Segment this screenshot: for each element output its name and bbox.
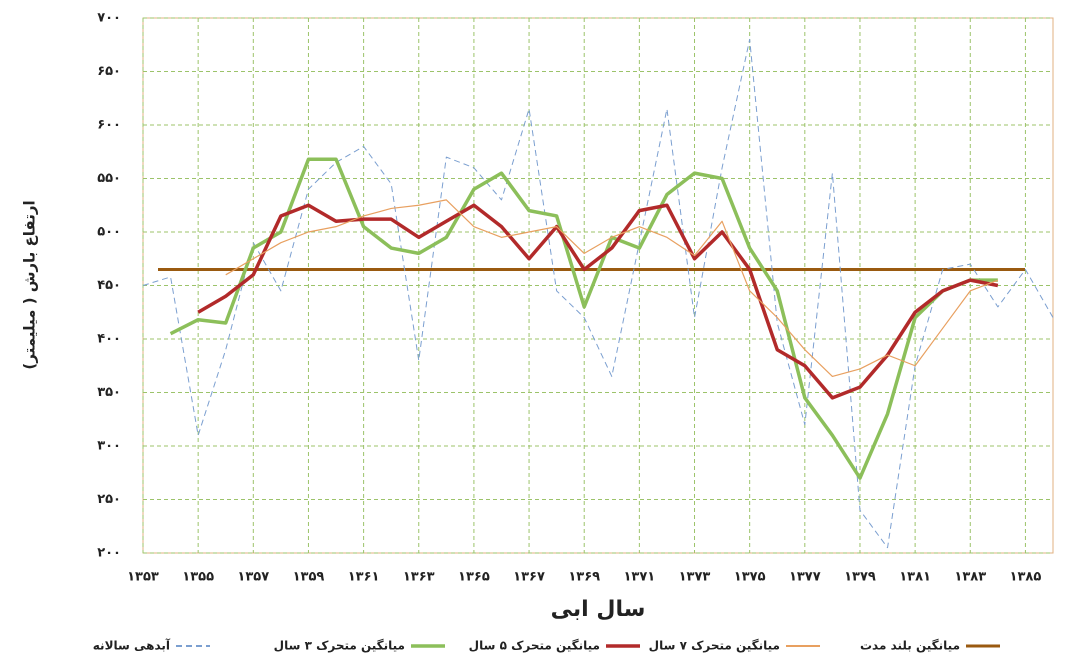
y-tick-label: ۳۵۰ (97, 385, 121, 400)
x-tick-label: ۱۳۵۳ (127, 570, 159, 585)
y-axis-label: ارتفاع بارش ( میلیمتر) (21, 200, 39, 369)
x-tick-label: ۱۳۷۷ (789, 570, 821, 585)
y-tick-label: ۴۵۰ (97, 278, 121, 293)
x-tick-label: ۱۳۷۳ (679, 570, 711, 585)
series-line (197, 203, 999, 400)
y-tick-label: ۶۵۰ (97, 64, 121, 79)
legend-label: آبدهی سالانه (93, 638, 171, 653)
series-line (169, 157, 998, 480)
x-tick-label: ۱۳۵۵ (182, 570, 214, 585)
x-tick-label: ۱۳۸۵ (1010, 570, 1042, 585)
y-tick-label: ۴۰۰ (97, 332, 121, 347)
y-tick-label: ۳۰۰ (97, 439, 121, 454)
y-tick-label: ۵۵۰ (97, 171, 121, 186)
y-tick-label: ۷۰۰ (97, 11, 121, 26)
y-tick-label: ۶۰۰ (97, 118, 121, 133)
x-tick-label: ۱۳۸۱ (899, 570, 931, 585)
x-tick-label: ۱۳۵۹ (293, 570, 325, 585)
y-tick-label: ۲۰۰ (97, 546, 121, 561)
x-tick-label: ۱۳۶۳ (403, 570, 435, 585)
x-tick-label: ۱۳۶۹ (568, 570, 600, 585)
x-tick-label: ۱۳۷۵ (734, 570, 766, 585)
series-line (142, 38, 1054, 549)
x-axis-label: سال ابی (551, 597, 646, 622)
legend-label: میانگین متحرک ۵ سال (469, 639, 600, 653)
x-tick-label: ۱۳۸۳ (954, 570, 986, 585)
x-tick-label: ۱۳۶۵ (458, 570, 490, 585)
legend-label: میانگین متحرک ۷ سال (649, 639, 780, 653)
x-tick-label: ۱۳۷۱ (623, 570, 655, 585)
x-tick-label: ۱۳۷۹ (844, 570, 876, 585)
y-tick-label: ۲۵۰ (97, 492, 121, 507)
x-tick-label: ۱۳۶۱ (348, 570, 380, 585)
legend-label: میانگین متحرک ۳ سال (274, 639, 405, 653)
x-tick-label: ۱۳۶۷ (513, 570, 545, 585)
legend-label: میانگین بلند مدت (860, 639, 960, 653)
x-tick-label: ۱۳۵۷ (237, 570, 269, 585)
y-tick-label: ۵۰۰ (97, 225, 121, 240)
series-line (225, 199, 999, 378)
